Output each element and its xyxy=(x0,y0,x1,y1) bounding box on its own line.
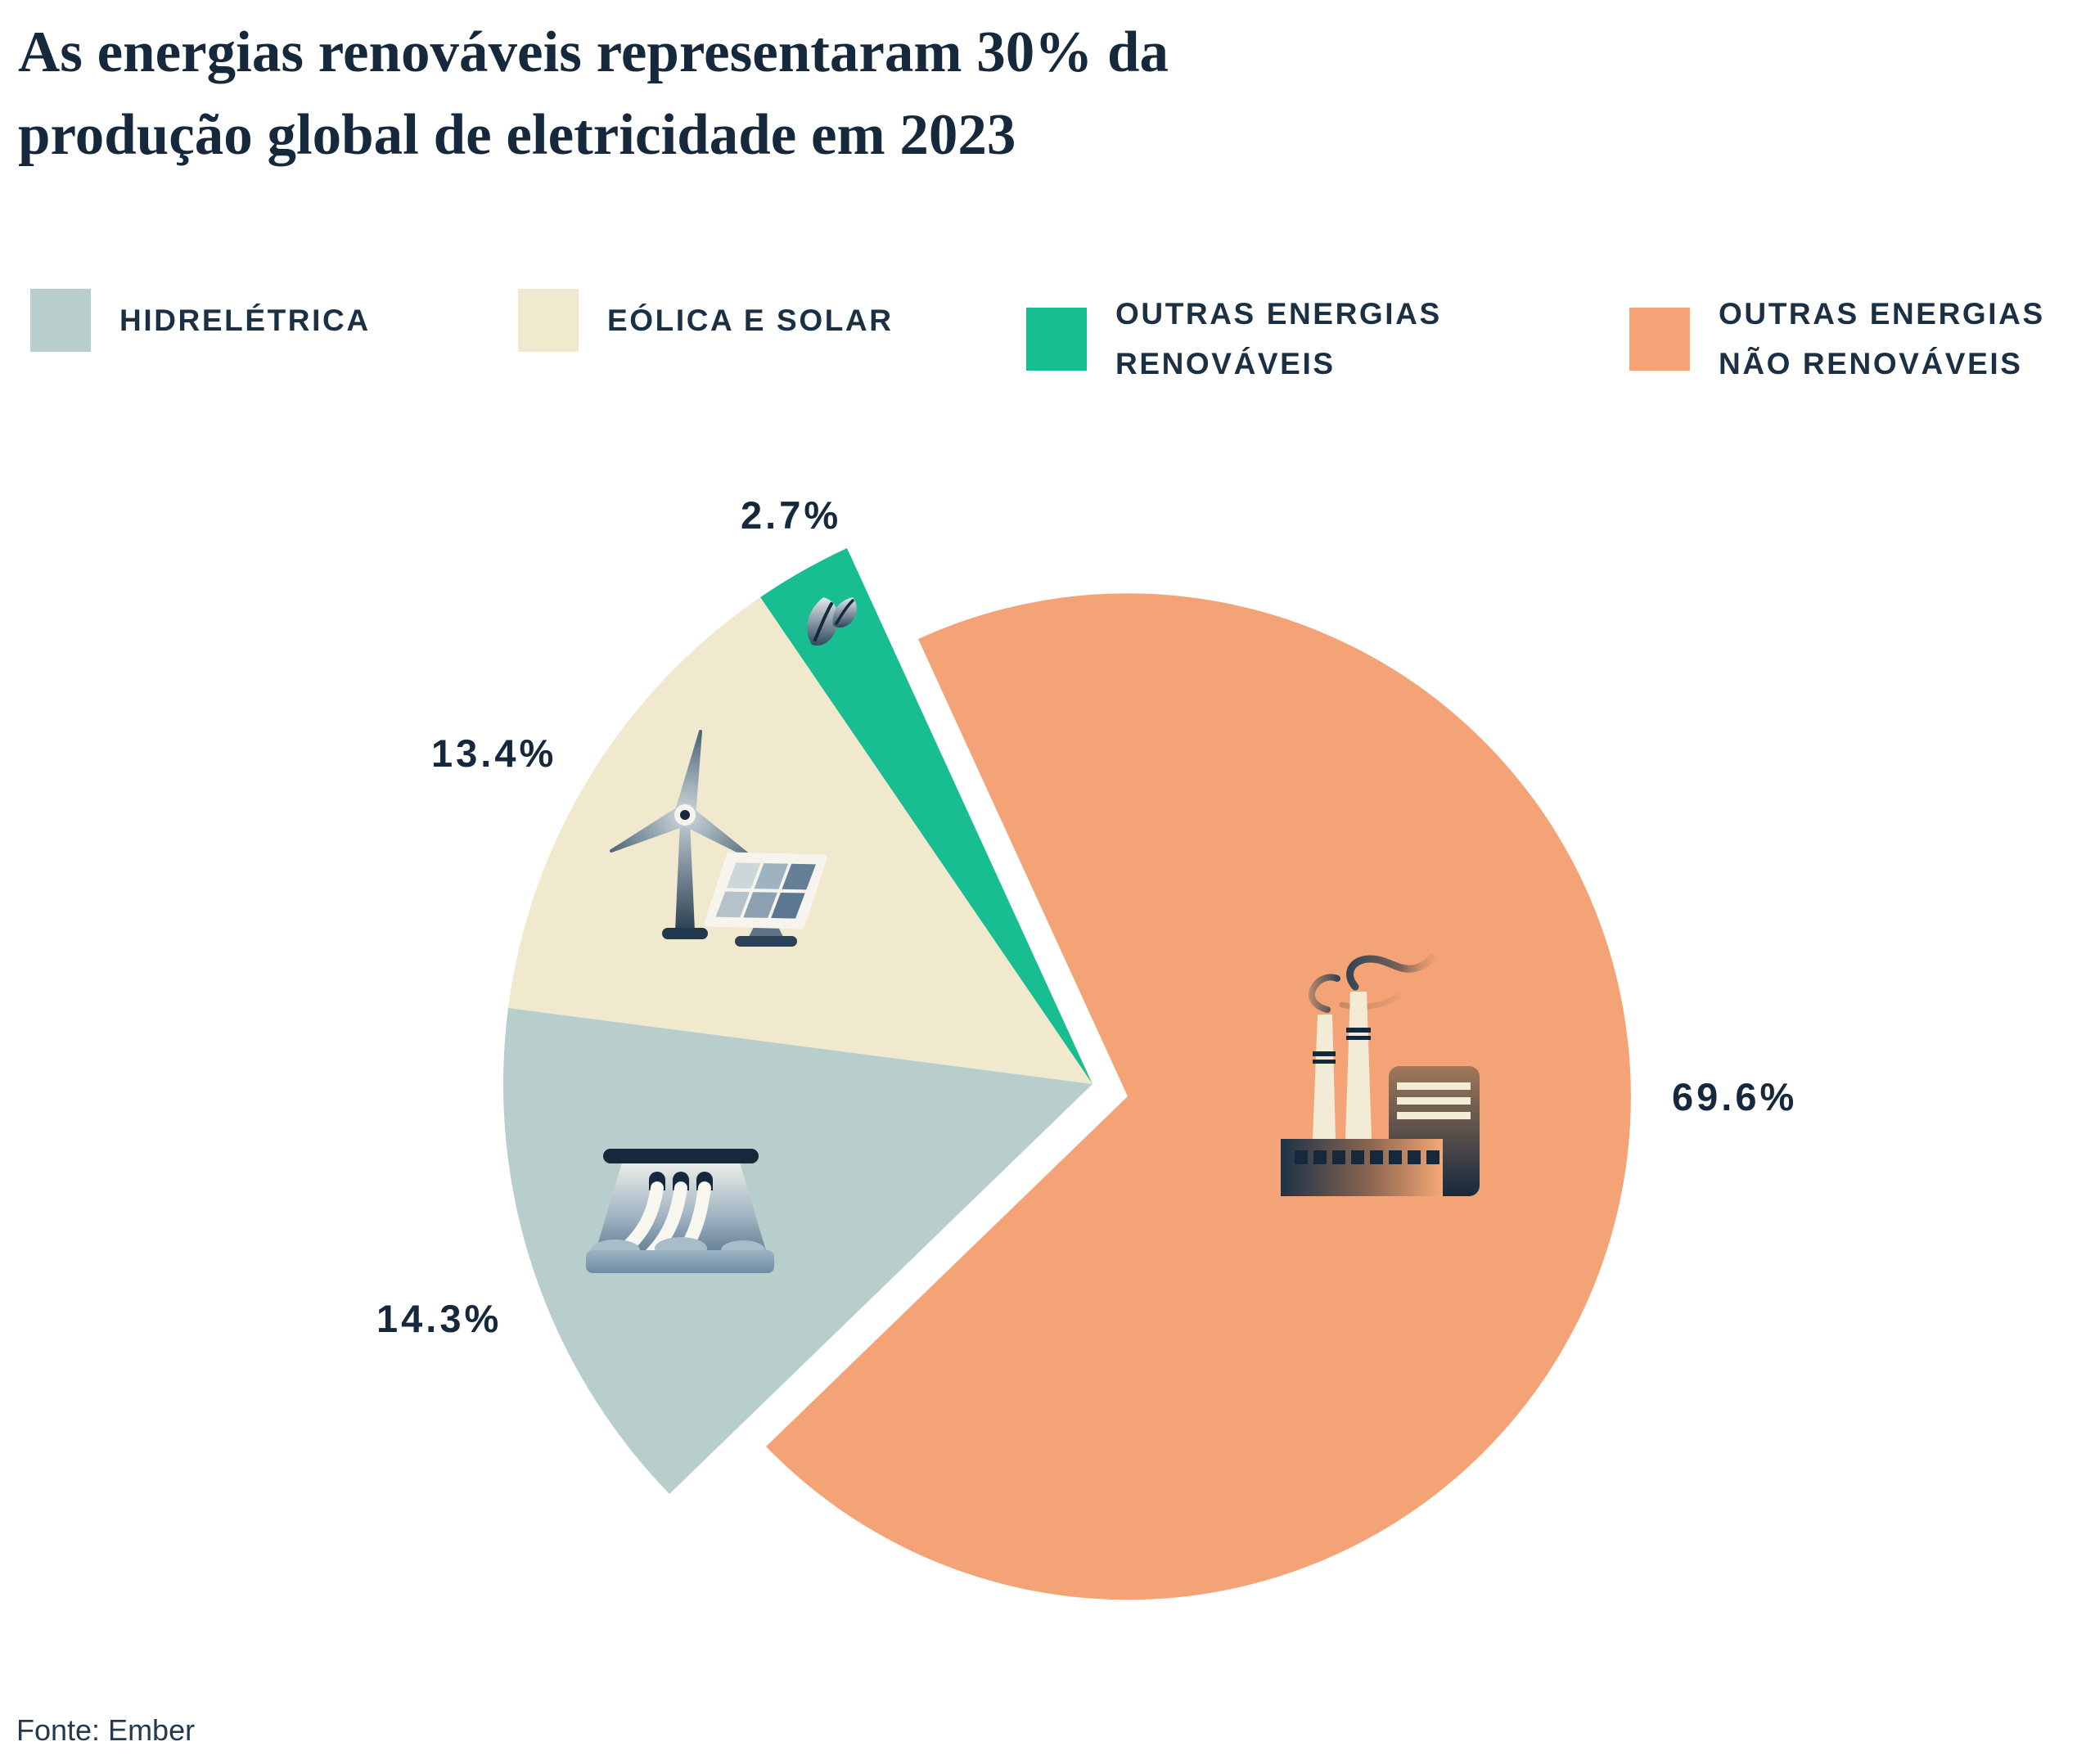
turbine-base xyxy=(662,928,708,939)
legend-label-hydro: HIDRELÉTRICA xyxy=(119,304,371,337)
dam-crest-bar xyxy=(603,1149,759,1163)
legend-label-wind-solar: EÓLICA E SOLAR xyxy=(607,304,894,337)
source-note: Fonte: Ember xyxy=(16,1713,196,1747)
pie-slice-non-renewables xyxy=(766,593,1631,1600)
factory-windows xyxy=(1295,1150,1439,1164)
solar-panel-base xyxy=(735,936,797,947)
page-title-line2: produção global de eletricidade em 2023 xyxy=(18,103,1016,167)
chimney-band xyxy=(1313,1051,1336,1056)
legend-item-other-renewables: OUTRAS ENERGIAS RENOVÁVEIS xyxy=(1026,289,1442,389)
building-stripe xyxy=(1397,1112,1471,1119)
legend-swatch-wind-solar xyxy=(518,289,579,352)
solar-panel-cells xyxy=(715,862,816,919)
building-stripe xyxy=(1397,1082,1471,1090)
pct-label-wind-solar: 13.4% xyxy=(431,731,557,775)
legend-item-non-renewables: OUTRAS ENERGIAS NÃO RENOVÁVEIS xyxy=(1629,289,2045,389)
smoke-swirl xyxy=(1339,993,1401,1010)
pie-slice-hydro xyxy=(502,1008,1093,1494)
wind-turbine-solar-panel-icon xyxy=(610,730,827,947)
factory-icon xyxy=(1281,953,1480,1196)
legend-item-wind-solar: EÓLICA E SOLAR xyxy=(518,289,894,352)
solar-panel-stand xyxy=(748,925,784,938)
building-stripe xyxy=(1397,1097,1471,1105)
pct-label-hydro: 14.3% xyxy=(376,1297,502,1340)
water-base xyxy=(586,1250,774,1273)
chimney-band xyxy=(1346,1028,1371,1033)
legend-item-hydro: HIDRELÉTRICA xyxy=(30,289,371,352)
chimney-band xyxy=(1313,1060,1336,1064)
pie-slice-other-renewables xyxy=(760,548,1093,1084)
legend-swatch-hydro xyxy=(30,289,91,352)
page-title: As energias renováveis representaram 30%… xyxy=(18,11,1169,177)
page-title-line1: As energias renováveis representaram 30%… xyxy=(18,20,1169,84)
pct-label-other-renewables: 2.7% xyxy=(741,493,842,537)
legend-swatch-non-renewables xyxy=(1629,307,1690,371)
factory-main-building xyxy=(1281,1139,1443,1196)
turbine-hub-center xyxy=(680,810,690,820)
pie-slice-wind-solar xyxy=(508,597,1093,1084)
pct-label-non-renewables: 69.6% xyxy=(1672,1075,1798,1118)
legend-label-other-renewables: OUTRAS ENERGIAS RENOVÁVEIS xyxy=(1115,297,1442,380)
chimney-band xyxy=(1346,1036,1371,1040)
hydro-dam-icon xyxy=(586,1149,774,1273)
smoke-swirl xyxy=(1346,953,1436,991)
turbine-tower xyxy=(675,821,695,931)
smoke-swirl xyxy=(1308,974,1340,1013)
legend-label-non-renewables: OUTRAS ENERGIAS NÃO RENOVÁVEIS xyxy=(1719,297,2045,380)
factory-chimney xyxy=(1313,1015,1336,1139)
legend-swatch-other-renewables xyxy=(1026,307,1087,371)
leaf-icon xyxy=(807,597,857,646)
